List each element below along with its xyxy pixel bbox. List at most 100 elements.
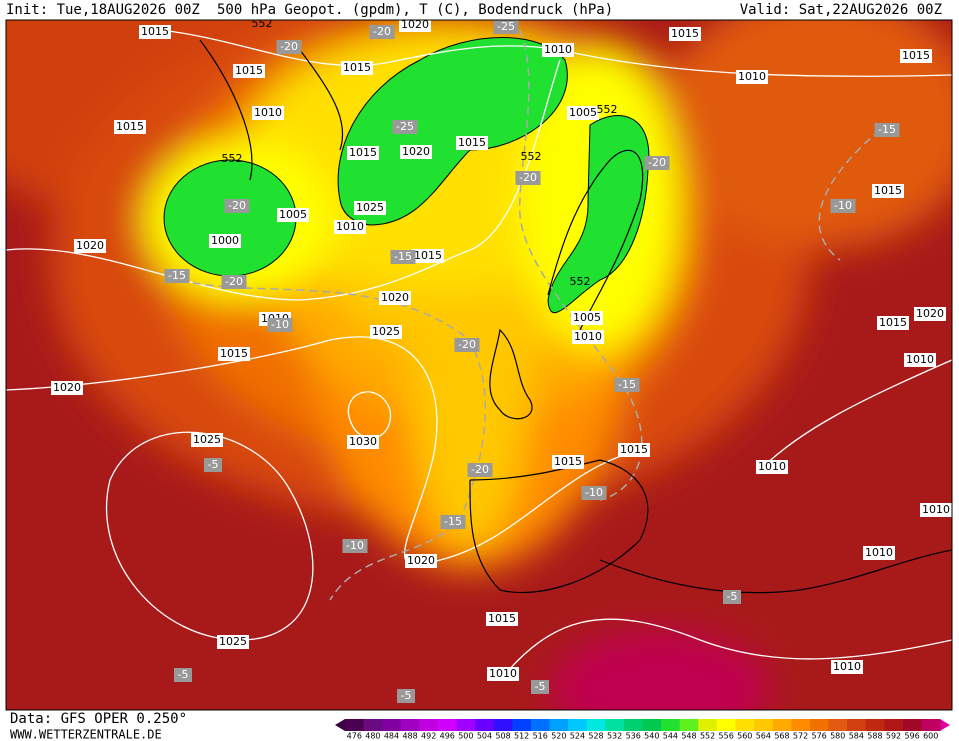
pressure-label-box — [399, 20, 431, 32]
pressure-label-box — [456, 136, 488, 150]
pressure-label: 1020 — [76, 239, 104, 252]
pressure-label: 1025 — [193, 433, 221, 446]
coastlines — [199, 39, 952, 594]
pressure-label-box — [252, 106, 284, 120]
legend-label: 516 — [533, 732, 548, 741]
pressure-label-box — [486, 612, 518, 626]
legend-label: 552 — [700, 732, 715, 741]
temperature-label: -15 — [618, 378, 636, 391]
legend-label: 524 — [570, 732, 585, 741]
temperature-label: -5 — [535, 680, 546, 693]
legend-label: 540 — [644, 732, 659, 741]
legend-label: 560 — [737, 732, 752, 741]
pressure-label-box — [209, 234, 241, 248]
legend-swatch — [865, 719, 885, 731]
legend-swatch — [847, 719, 867, 731]
legend-label: 504 — [477, 732, 492, 741]
legend-swatch — [754, 719, 774, 731]
pressure-label-box — [354, 201, 386, 215]
pressure-label: 1005 — [573, 311, 601, 324]
pressure-label: 1020 — [381, 291, 409, 304]
low-height-areas — [163, 37, 650, 314]
pressure-label: 1015 — [879, 316, 907, 329]
legend-swatch — [791, 719, 811, 731]
legend-label: 576 — [812, 732, 827, 741]
temperature-label-box — [614, 378, 640, 392]
legend-swatch — [586, 719, 606, 731]
pressure-label-box — [347, 146, 379, 160]
temperature-label-box — [174, 668, 192, 682]
legend-label: 508 — [495, 732, 510, 741]
legend-swatch — [828, 719, 848, 731]
legend-label: 556 — [719, 732, 734, 741]
legend-swatch — [902, 719, 922, 731]
pressure-label-box — [872, 184, 904, 198]
pressure-label: 1015 — [902, 49, 930, 62]
temperature-label-box — [493, 20, 519, 34]
temperature-label-box — [342, 539, 368, 553]
pressure-label: 1020 — [407, 554, 435, 567]
pressure-label: 1015 — [116, 120, 144, 133]
init-time: Init: Tue,18AUG2026 00Z — [6, 2, 200, 18]
pressure-label: 1010 — [833, 660, 861, 673]
temperature-label: -15 — [444, 515, 462, 528]
pressure-label: 1020 — [53, 381, 81, 394]
temperature-label: -15 — [168, 269, 186, 282]
legend-label: 512 — [514, 732, 529, 741]
legend-label: 564 — [756, 732, 771, 741]
temperature-label-box — [581, 486, 607, 500]
website: WWW.WETTERZENTRALE.DE — [10, 728, 162, 741]
temperature-label-box — [644, 156, 670, 170]
pressure-label: 1015 — [343, 61, 371, 74]
legend-label: 580 — [830, 732, 845, 741]
legend-swatch — [493, 719, 513, 731]
legend-label: 568 — [774, 732, 789, 741]
pressure-label-box — [914, 307, 946, 321]
pressure-label-box — [379, 291, 411, 305]
pressure-label-box — [487, 667, 519, 681]
legend-label: 484 — [384, 732, 399, 741]
pressure-label-box — [114, 120, 146, 134]
legend-swatch — [475, 719, 495, 731]
pressure-label-box — [900, 49, 932, 63]
temperature-label-box — [440, 515, 466, 529]
legend-swatch — [642, 719, 662, 731]
temperature-label: -20 — [228, 199, 246, 212]
temperature-label-box — [454, 338, 480, 352]
temperature-label: -5 — [401, 689, 412, 702]
legend-label: 528 — [588, 732, 603, 741]
pressure-label-box — [877, 316, 909, 330]
pressure-label: 1015 — [874, 184, 902, 197]
legend-label: 500 — [458, 732, 473, 741]
temperature-label: -25 — [396, 120, 414, 133]
pressure-label-box — [405, 554, 437, 568]
pressure-label-box — [567, 106, 599, 120]
legend-swatch — [735, 719, 755, 731]
pressure-label: 1020 — [916, 307, 944, 320]
legend-arrow-low — [335, 719, 345, 731]
temperature-label: -20 — [458, 338, 476, 351]
pressure-label: 1025 — [356, 201, 384, 214]
pressure-label: 1010 — [865, 546, 893, 559]
pressure-label: 1015 — [488, 612, 516, 625]
pressure-label: 1030 — [349, 435, 377, 448]
pressure-label: 1015 — [671, 27, 699, 40]
legend-arrow-high — [940, 719, 950, 731]
temperature-label-box — [830, 199, 856, 213]
temperature-label: -20 — [225, 275, 243, 288]
legend-label: 588 — [867, 732, 882, 741]
pressure-label-box — [334, 220, 366, 234]
temperature-label-box — [723, 590, 741, 604]
legend-swatch — [809, 719, 829, 731]
legend-swatch — [661, 719, 681, 731]
pressure-label: 1020 — [402, 145, 430, 158]
legend-swatch — [530, 719, 551, 731]
pressure-label-box — [618, 443, 650, 457]
pressure-label: 1015 — [554, 455, 582, 468]
legend-label: 520 — [551, 732, 566, 741]
pressure-label: 1015 — [414, 249, 442, 262]
pressure-label: 1015 — [458, 136, 486, 149]
temperature-label: -20 — [519, 171, 537, 184]
